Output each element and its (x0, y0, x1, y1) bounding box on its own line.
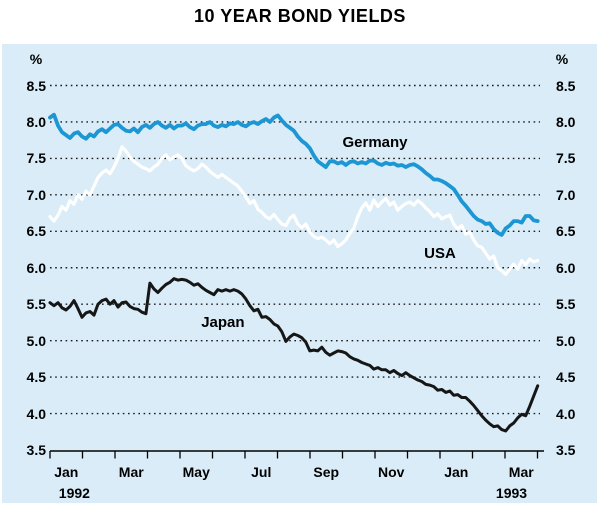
series-label-japan: Japan (201, 314, 245, 332)
y-axis-label-left: 7.0 (26, 186, 46, 203)
y-axis-label-right: 7.0 (556, 186, 576, 203)
x-axis-month-label: Mar (508, 464, 534, 480)
y-axis-label-right: 4.0 (556, 405, 576, 422)
usa-line (48, 145, 540, 276)
y-axis-label-left: 8.0 (26, 113, 46, 130)
x-axis-month-label: Nov (378, 464, 405, 480)
y-axis-label-right: 3.5 (556, 442, 576, 458)
y-axis-label-left: 6.5 (26, 223, 46, 240)
x-axis-year-label: 1992 (58, 485, 90, 501)
y-axis-label-right: 8.5 (556, 77, 576, 94)
x-axis-month-label: May (182, 464, 210, 480)
y-axis-label-left: 7.5 (26, 150, 46, 167)
y-axis-label-left: 3.5 (26, 442, 46, 458)
y-axis-label-right: 5.5 (556, 296, 576, 313)
y-axis-label-right: 6.0 (556, 259, 576, 276)
y-axis-label-right: 6.5 (556, 223, 576, 240)
y-axis-label-left: 8.5 (26, 77, 46, 94)
y-axis-label-left: 6.0 (26, 259, 46, 276)
unit-label-right: % (555, 51, 569, 67)
chart-title: 10 YEAR BOND YIELDS (194, 6, 406, 26)
unit-label-left: % (29, 51, 43, 67)
x-axis-month-label: Jan (444, 464, 469, 480)
y-axis-label-right: 7.5 (556, 150, 576, 167)
x-axis-year-label: 1993 (495, 485, 528, 501)
y-axis-label-left: 4.5 (26, 369, 46, 386)
x-axis-month-label: Sep (313, 464, 340, 480)
x-axis-month-label: Jul (251, 464, 272, 480)
x-axis-month-label: Mar (118, 464, 144, 480)
japan-line (48, 277, 540, 433)
y-axis-label-right: 8.0 (556, 113, 576, 130)
y-axis-label-right: 4.5 (556, 369, 576, 386)
y-axis-label-right: 5.0 (556, 332, 576, 349)
y-axis-label-left: 4.0 (26, 405, 46, 422)
x-axis-month-label: Jan (54, 464, 79, 480)
series-label-germany: Germany (342, 134, 408, 152)
germany-line (48, 112, 540, 237)
series-label-usa: USA (424, 244, 456, 262)
y-axis-label-left: 5.0 (26, 332, 46, 349)
y-axis-label-left: 5.5 (26, 296, 46, 313)
